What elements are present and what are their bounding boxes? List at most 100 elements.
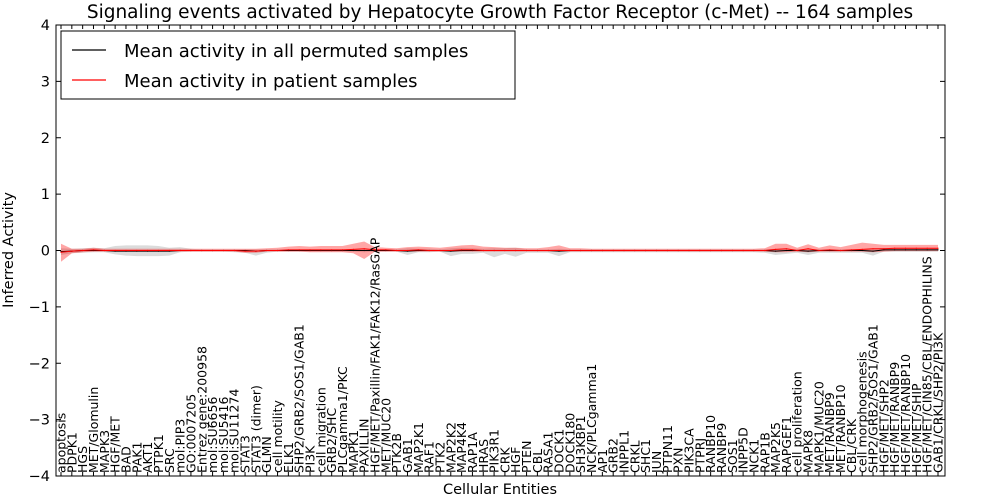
point-line-patient xyxy=(861,248,863,250)
point-line-permuted xyxy=(894,249,896,251)
point-line-patient xyxy=(666,249,668,252)
x-tick-label: mol:PIP3 xyxy=(173,419,188,473)
line-patient xyxy=(60,247,938,253)
point-line-patient xyxy=(645,249,647,252)
y-tick-label: −3 xyxy=(29,413,50,429)
point-line-patient xyxy=(720,249,723,252)
point-line-patient xyxy=(385,249,387,251)
x-tick-label: PDPK1 xyxy=(64,432,79,473)
point-line-patient xyxy=(883,248,885,250)
x-tick-label: PAXILLIN xyxy=(357,418,372,473)
point-line-patient xyxy=(515,249,517,252)
point-line-patient xyxy=(82,249,84,252)
x-tick-label: SOS1 xyxy=(725,439,740,473)
x-tick-label: RASA1 xyxy=(541,432,556,473)
x-tick-label: CBL xyxy=(530,449,545,473)
x-tick-label: HGF/MET xyxy=(108,416,123,473)
point-line-patient xyxy=(818,249,820,252)
point-line-permuted xyxy=(363,249,365,252)
x-tick-label: RAPGEF1 xyxy=(779,416,794,473)
x-tick-label: BAD xyxy=(119,446,134,473)
point-line-patient xyxy=(341,249,344,251)
x-tick-label: HGF/MET/CIN85/CBL/ENDOPHILINS xyxy=(920,256,935,473)
point-line-patient xyxy=(526,249,528,252)
point-line-patient xyxy=(775,248,777,250)
x-tick-label: DOCK1 xyxy=(552,429,567,473)
legend-box xyxy=(60,30,516,100)
x-tick-label: GLMN xyxy=(259,436,274,473)
point-line-patient xyxy=(428,249,430,252)
point-line-patient xyxy=(688,249,690,252)
x-tick-label: PTK2B xyxy=(389,433,404,473)
point-line-permuted xyxy=(872,250,874,252)
point-line-patient xyxy=(623,249,625,252)
x-tick-label: RANBP10 xyxy=(703,415,718,473)
x-tick-label: AKT1 xyxy=(140,442,155,473)
x-tick-label: SHC1 xyxy=(638,439,653,473)
point-line-permuted xyxy=(904,249,907,251)
point-line-patient xyxy=(439,249,441,252)
point-line-patient xyxy=(612,249,614,252)
x-tick-label: MAP2K5 xyxy=(768,422,783,473)
point-line-permuted xyxy=(775,250,777,252)
x-tick-label: HGF/MET/SHP2 xyxy=(876,379,891,473)
y-tick-label: 3 xyxy=(41,74,50,90)
band-permuted xyxy=(61,245,938,258)
x-tick-label: SH3KBP1 xyxy=(573,415,588,473)
x-tick-label: GAB1 xyxy=(400,438,415,473)
x-tick-label: HGF/MET/RANBP10 xyxy=(898,354,913,473)
point-line-patient xyxy=(569,249,571,252)
point-line-patient xyxy=(504,249,506,252)
y-tick-label: 0 xyxy=(41,244,50,260)
x-tick-label: MET/Glomulin xyxy=(86,387,101,473)
y-axis: −4 −3 −2 −1 0 1 2 3 4 xyxy=(29,18,945,485)
point-line-patient xyxy=(840,249,842,252)
x-tick-label: MAPK1 xyxy=(346,430,361,473)
point-line-patient xyxy=(493,249,495,252)
x-tick-label: cell proliferation xyxy=(790,371,805,473)
point-line-permuted xyxy=(861,249,863,252)
chart-title: Signaling events activated by Hepatocyte… xyxy=(87,2,913,23)
point-line-patient xyxy=(807,248,809,250)
point-line-permuted xyxy=(926,249,928,251)
point-line-patient xyxy=(915,247,917,249)
x-tick-label: HGF/MET/SHIP xyxy=(909,383,924,473)
point-line-patient xyxy=(785,248,788,250)
point-line-patient xyxy=(222,249,224,252)
x-tick-label: HGF/MET/RANBP9 xyxy=(887,362,902,473)
x-tick-label: PTPK1 xyxy=(151,434,166,473)
x-tick-label: ELK1 xyxy=(281,442,296,473)
x-tick-label: MAP2K1 xyxy=(411,422,426,473)
y-tick-label: 1 xyxy=(41,187,50,203)
x-tick-label: STAT3 xyxy=(238,435,253,473)
y-tick-label: 2 xyxy=(41,131,50,147)
point-line-patient xyxy=(276,249,279,252)
point-line-patient xyxy=(103,249,105,252)
point-line-patient xyxy=(298,249,300,251)
point-line-patient xyxy=(547,249,549,252)
x-tick-label: cell morphogenesis xyxy=(855,351,870,473)
x-tick-label: MAPK1/MUC20 xyxy=(811,381,826,473)
x-tick-label: MAP4K4 xyxy=(454,422,469,473)
x-tick-label: mol:SU11274 xyxy=(227,389,242,473)
point-line-patient xyxy=(147,249,149,252)
point-line-patient xyxy=(201,249,203,252)
x-tick-label: PI3K xyxy=(303,445,318,473)
point-line-patient xyxy=(168,249,170,252)
x-tick-label: RAP1B xyxy=(757,432,772,473)
point-line-patient xyxy=(677,249,679,252)
point-line-patient xyxy=(926,247,928,249)
point-line-patient xyxy=(309,249,311,251)
x-tick-label: apoptosis xyxy=(54,413,69,473)
point-line-patient xyxy=(937,247,939,249)
x-tick-label: Entrez gene:200958 xyxy=(194,346,209,473)
x-tick-label: AP1 xyxy=(595,449,610,473)
x-tick-label: CBL/CRK xyxy=(844,418,859,473)
x-tick-label: INPP5D xyxy=(736,427,751,473)
x-tick-label: SHP2/GRB2/SOS1/GAB1 xyxy=(866,324,881,473)
x-tick-label: PIK3CA xyxy=(682,428,697,473)
point-line-patient xyxy=(266,249,268,252)
x-tick-label: cell migration xyxy=(313,387,328,473)
confidence-bands xyxy=(61,241,938,262)
point-line-patient xyxy=(450,249,452,252)
